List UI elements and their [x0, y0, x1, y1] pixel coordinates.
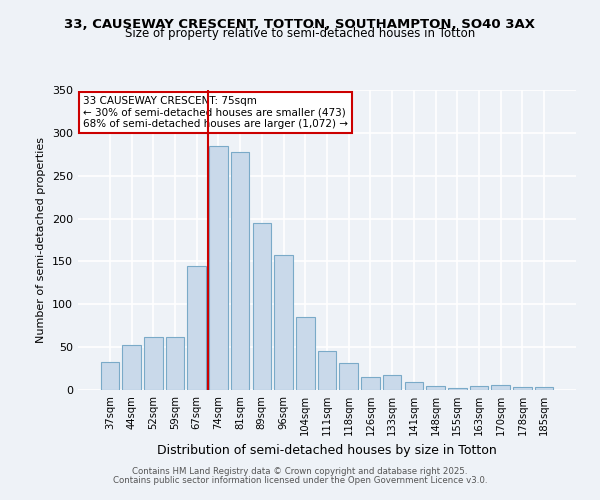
Bar [187, 266, 206, 390]
Bar [383, 376, 401, 390]
Bar [470, 386, 488, 390]
Bar [318, 352, 336, 390]
Bar [144, 337, 163, 390]
Text: Size of property relative to semi-detached houses in Totton: Size of property relative to semi-detach… [125, 28, 475, 40]
Bar [209, 146, 227, 390]
Bar [513, 388, 532, 390]
Bar [448, 388, 467, 390]
Bar [231, 152, 250, 390]
Bar [253, 223, 271, 390]
Y-axis label: Number of semi-detached properties: Number of semi-detached properties [37, 137, 46, 343]
Bar [404, 382, 423, 390]
Text: 33 CAUSEWAY CRESCENT: 75sqm
← 30% of semi-detached houses are smaller (473)
68% : 33 CAUSEWAY CRESCENT: 75sqm ← 30% of sem… [83, 96, 348, 129]
Bar [166, 337, 184, 390]
Bar [427, 386, 445, 390]
Text: Contains public sector information licensed under the Open Government Licence v3: Contains public sector information licen… [113, 476, 487, 485]
Text: 33, CAUSEWAY CRESCENT, TOTTON, SOUTHAMPTON, SO40 3AX: 33, CAUSEWAY CRESCENT, TOTTON, SOUTHAMPT… [65, 18, 536, 30]
Text: Contains HM Land Registry data © Crown copyright and database right 2025.: Contains HM Land Registry data © Crown c… [132, 467, 468, 476]
Bar [361, 377, 380, 390]
Bar [296, 317, 314, 390]
Bar [101, 362, 119, 390]
X-axis label: Distribution of semi-detached houses by size in Totton: Distribution of semi-detached houses by … [157, 444, 497, 456]
Bar [491, 385, 510, 390]
Bar [122, 346, 141, 390]
Bar [535, 388, 553, 390]
Bar [274, 254, 293, 390]
Bar [340, 362, 358, 390]
